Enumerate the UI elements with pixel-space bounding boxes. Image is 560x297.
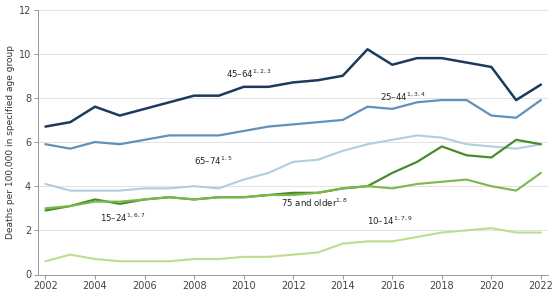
Text: 15–24$^{1,6,7}$: 15–24$^{1,6,7}$	[100, 212, 146, 225]
Y-axis label: Deaths per 100,000 in specified age group: Deaths per 100,000 in specified age grou…	[6, 45, 15, 239]
Text: 25–44$^{1,3,4}$: 25–44$^{1,3,4}$	[380, 91, 426, 103]
Text: 45–64$^{1,2,3}$: 45–64$^{1,2,3}$	[226, 67, 272, 80]
Text: 10–14$^{1,7,9}$: 10–14$^{1,7,9}$	[367, 214, 413, 227]
Text: 65–74$^{1,5}$: 65–74$^{1,5}$	[194, 155, 233, 167]
Text: 75 and older$^{1,8}$: 75 and older$^{1,8}$	[281, 197, 348, 209]
